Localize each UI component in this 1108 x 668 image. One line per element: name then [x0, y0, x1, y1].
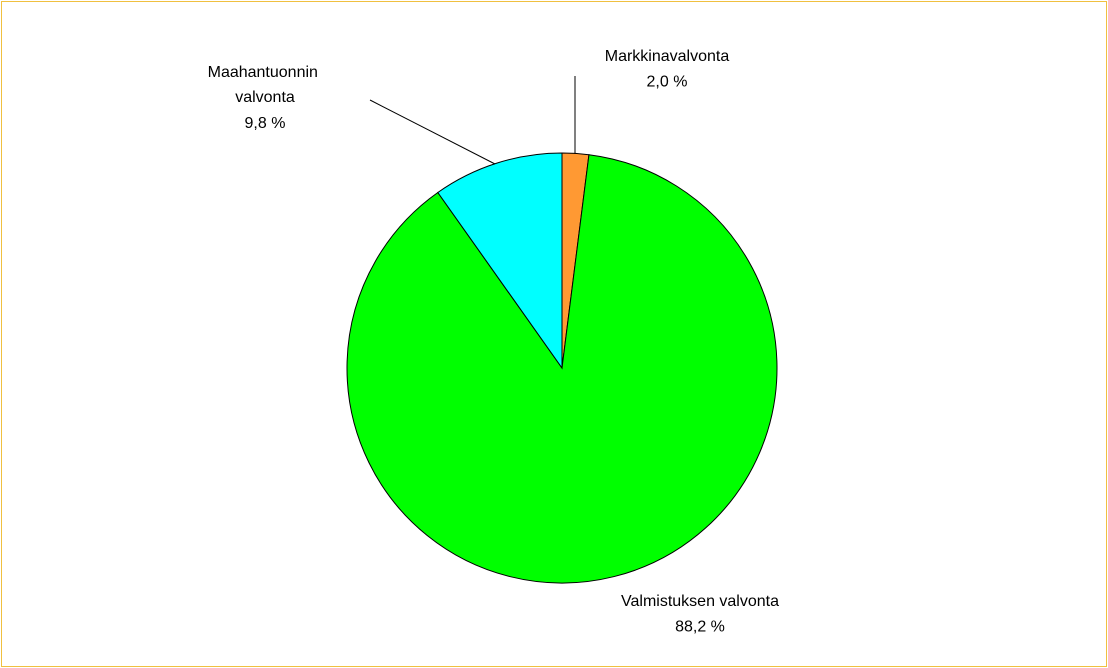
value-label: 2,0 %	[647, 74, 688, 91]
leader-line	[369, 99, 496, 165]
slice-label: Maahantuonnin valvonta	[208, 64, 323, 106]
slice-label: Markkinavalvonta	[605, 48, 730, 65]
value-label: 9,8 %	[245, 115, 286, 132]
pie-slice	[346, 154, 778, 584]
slice-label: Valmistuksen valvonta	[621, 593, 779, 610]
value-label: 88,2 %	[675, 619, 725, 636]
pie-slice	[437, 152, 563, 370]
